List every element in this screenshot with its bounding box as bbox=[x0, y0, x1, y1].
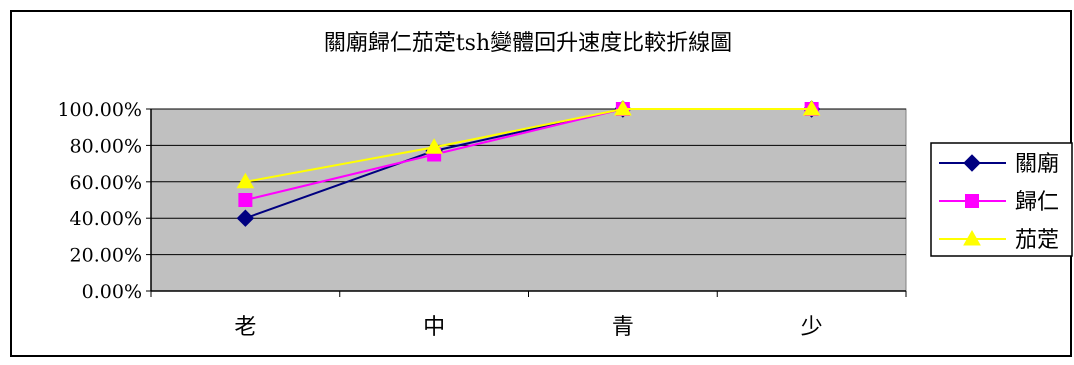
data-point-triangle bbox=[236, 172, 255, 189]
y-tick-label: 0.00% bbox=[82, 281, 142, 303]
y-tick-label: 20.00% bbox=[70, 245, 142, 267]
data-point-triangle bbox=[425, 138, 443, 154]
legend-box bbox=[930, 142, 1073, 257]
legend: 關廟歸仁茄萣 bbox=[930, 142, 1073, 257]
x-tick-label: 青 bbox=[612, 315, 634, 340]
y-tick-label: 100.00% bbox=[57, 99, 142, 121]
x-tick-label: 老 bbox=[234, 315, 256, 340]
data-point-triangle bbox=[802, 99, 821, 116]
legend-marker-triangle bbox=[963, 229, 981, 246]
legend-label: 歸仁 bbox=[1015, 190, 1059, 215]
y-tick-label: 40.00% bbox=[70, 208, 142, 230]
data-point-square bbox=[238, 193, 253, 207]
y-tick-label: 60.00% bbox=[70, 172, 142, 194]
x-tick-label: 少 bbox=[801, 315, 823, 340]
plot-area: 0.00% 20.00% 40.00% 60.00% 80.00% 100.00% 老 中 青 少 bbox=[57, 99, 907, 340]
legend-label: 關廟 bbox=[1015, 152, 1059, 177]
legend-marker-diamond bbox=[963, 154, 981, 172]
legend-marker-square bbox=[965, 194, 979, 208]
chart-title: 關廟歸仁茄萣tsh變體回升速度比較折線圖 bbox=[324, 31, 732, 56]
data-point-diamond bbox=[236, 209, 255, 227]
series-line-3 bbox=[245, 108, 812, 183]
plot-background bbox=[150, 108, 907, 292]
x-tick-label: 中 bbox=[423, 315, 445, 340]
legend-label: 茄萣 bbox=[1015, 228, 1059, 253]
y-tick-label: 80.00% bbox=[70, 135, 142, 157]
data-point-triangle bbox=[614, 99, 632, 116]
